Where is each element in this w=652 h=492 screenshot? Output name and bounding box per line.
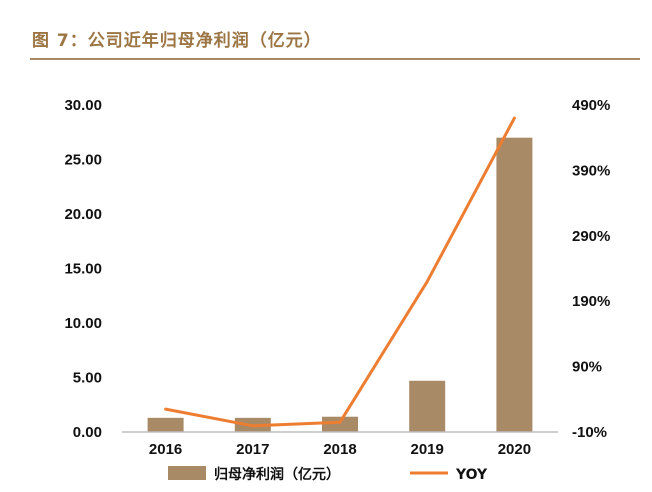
bar-series: [147, 137, 533, 432]
left-tick-label: 10.00: [64, 315, 102, 332]
x-axis-ticks: 2016 2017 2018 2019 2020: [149, 441, 531, 458]
left-tick-label: 15.00: [64, 261, 102, 278]
yoy-line: [164, 116, 516, 428]
legend-bar-swatch: [168, 466, 206, 480]
bar: [409, 380, 446, 432]
left-axis-ticks: 0.00 5.00 10.00 15.00 20.00 25.00 30.00: [64, 97, 102, 441]
right-tick-label: 390%: [572, 162, 610, 179]
x-tick-label: 2020: [498, 441, 531, 458]
legend: 归母净利润（亿元） YOY: [168, 466, 488, 483]
right-tick-label: 290%: [572, 228, 610, 245]
legend-line-label: YOY: [455, 467, 488, 483]
left-tick-label: 20.00: [64, 206, 102, 223]
left-tick-label: 0.00: [73, 424, 102, 441]
left-tick-label: 30.00: [64, 97, 102, 114]
x-tick-label: 2017: [236, 441, 269, 458]
right-tick-label: 90%: [572, 359, 602, 376]
right-axis-ticks: -10% 90% 190% 290% 390% 490%: [572, 97, 610, 441]
right-tick-label: 490%: [572, 97, 610, 114]
left-tick-label: 5.00: [73, 370, 102, 387]
x-tick-label: 2018: [323, 441, 356, 458]
legend-bar-label: 归母净利润（亿元）: [214, 466, 340, 483]
right-tick-label: 190%: [572, 293, 610, 310]
bar: [322, 416, 358, 432]
x-tick-label: 2016: [149, 441, 182, 458]
bar: [147, 417, 184, 432]
left-tick-label: 25.00: [64, 152, 102, 169]
figure-title: 图 7：公司近年归母净利润（亿元）: [32, 31, 322, 51]
bar: [496, 137, 533, 432]
x-tick-label: 2019: [411, 441, 444, 458]
line-series: [164, 116, 516, 428]
title-rule: [30, 58, 640, 60]
right-tick-label: -10%: [572, 424, 607, 441]
